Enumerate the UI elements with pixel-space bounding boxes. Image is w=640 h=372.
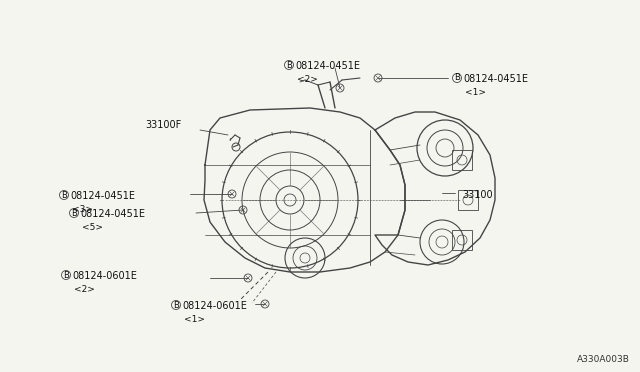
Text: <2>: <2> (297, 75, 318, 84)
Text: A330A003B: A330A003B (577, 355, 630, 364)
Text: <1>: <1> (184, 315, 205, 324)
Text: 33100: 33100 (462, 190, 493, 200)
Text: B: B (173, 301, 179, 310)
Bar (458, 190, 478, 210)
Text: B: B (63, 270, 69, 279)
Text: 08124-0601E: 08124-0601E (72, 271, 137, 281)
Text: <1>: <1> (465, 88, 486, 97)
Text: 08124-0451E: 08124-0451E (295, 61, 360, 71)
Text: 08124-0451E: 08124-0451E (463, 74, 528, 84)
Text: <5>: <5> (82, 223, 103, 232)
Text: B: B (454, 74, 460, 83)
Text: 08124-0451E: 08124-0451E (80, 209, 145, 219)
Text: B: B (286, 61, 292, 70)
Text: 08124-0601E: 08124-0601E (182, 301, 247, 311)
Text: 33100F: 33100F (145, 120, 181, 130)
Text: <2>: <2> (74, 285, 95, 294)
Text: 08124-0451E: 08124-0451E (70, 191, 135, 201)
Bar (452, 150, 472, 170)
Text: B: B (61, 190, 67, 199)
Bar (452, 230, 472, 250)
Text: B: B (71, 208, 77, 218)
Text: <3>: <3> (72, 205, 93, 214)
